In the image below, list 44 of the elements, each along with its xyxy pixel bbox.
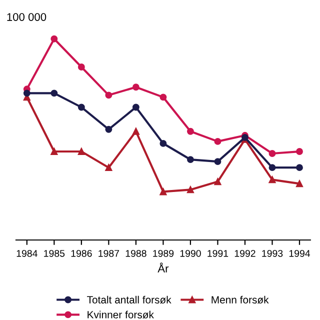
point — [132, 104, 140, 111]
point — [214, 138, 222, 145]
legend-label: Totalt antall forsøk — [87, 296, 172, 304]
legend-label: Kvinner forsøk — [88, 310, 154, 318]
x-axis-title: År — [158, 262, 169, 272]
x-tick-label: 1985 — [44, 250, 65, 257]
point — [50, 90, 58, 97]
point — [132, 84, 140, 91]
point — [78, 104, 85, 111]
x-tick-label: 1993 — [262, 250, 283, 257]
point — [50, 35, 58, 42]
legend-label: Menn forsøk — [212, 296, 269, 304]
point — [160, 94, 167, 101]
point — [160, 140, 167, 147]
x-tick-label: 1991 — [208, 250, 228, 257]
x-tick-label: 1987 — [98, 250, 120, 257]
point — [78, 64, 85, 70]
point — [296, 180, 303, 188]
point — [132, 128, 140, 135]
point — [296, 164, 303, 172]
x-tick-label: 1994 — [289, 250, 310, 257]
point — [105, 126, 112, 133]
point — [268, 150, 276, 157]
point — [186, 186, 194, 194]
point — [105, 164, 112, 172]
x-tick-label: 1990 — [180, 250, 201, 257]
point — [268, 164, 276, 172]
point — [268, 176, 276, 184]
x-tick-label: 1984 — [16, 250, 38, 257]
x-tick-label: 1986 — [71, 250, 92, 257]
point — [186, 128, 194, 135]
point — [214, 158, 222, 166]
point — [296, 148, 303, 155]
point — [50, 148, 58, 155]
point — [214, 178, 222, 186]
point — [105, 92, 112, 99]
point — [160, 188, 167, 196]
x-tick-label: 1992 — [234, 250, 256, 257]
point — [23, 90, 30, 97]
x-tick-label: 1989 — [153, 250, 174, 257]
point — [78, 148, 85, 155]
x-tick-label: 1988 — [126, 250, 146, 257]
y-axis-title: 100 000 — [7, 13, 46, 21]
point — [186, 156, 194, 164]
